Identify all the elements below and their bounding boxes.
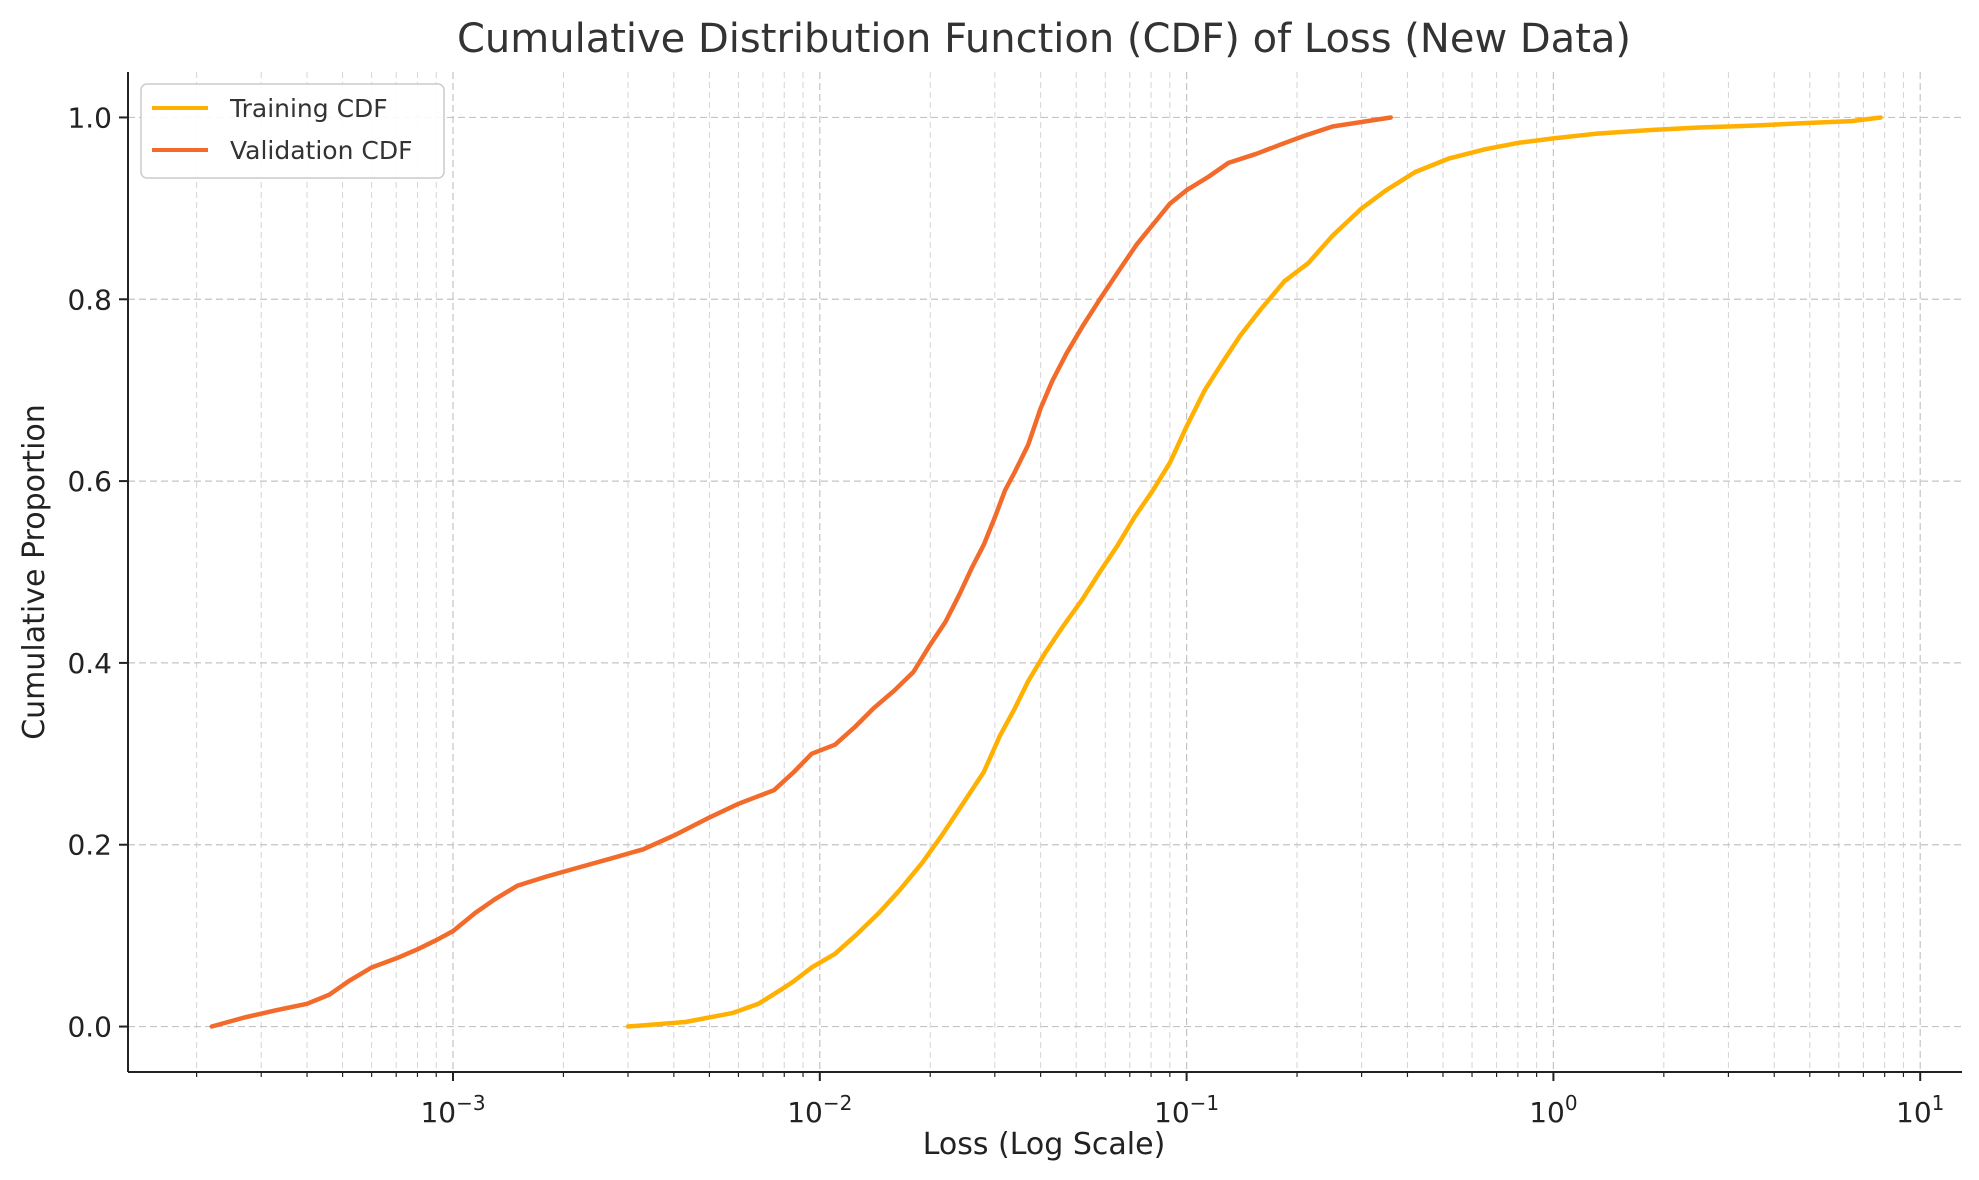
series-layer xyxy=(209,115,1883,1029)
y-tick-label: 0.2 xyxy=(67,829,112,862)
chart-title: Cumulative Distribution Function (CDF) o… xyxy=(457,16,1631,62)
x-tick-label: 10−3 xyxy=(420,1091,485,1129)
legend: Training CDF Validation CDF xyxy=(140,83,445,179)
series-line-training xyxy=(625,115,1883,1029)
x-tick-label: 10−1 xyxy=(1154,1091,1219,1129)
axes xyxy=(119,72,1962,1081)
x-tick-label: 100 xyxy=(1529,1091,1577,1129)
grid xyxy=(128,72,1962,1072)
y-tick-label: 0.4 xyxy=(67,647,112,680)
y-tick-label: 1.0 xyxy=(67,101,112,134)
y-tick-label: 0.0 xyxy=(67,1011,112,1044)
x-axis-label: Loss (Log Scale) xyxy=(923,1127,1166,1162)
legend-label-training: Training CDF xyxy=(229,94,388,123)
series-line-validation xyxy=(209,115,1393,1029)
legend-label-validation: Validation CDF xyxy=(230,136,412,165)
legend-box xyxy=(140,83,445,179)
x-tick-label: 101 xyxy=(1896,1091,1944,1129)
y-axis-label: Cumulative Proportion xyxy=(17,404,52,740)
tick-labels: 10−3 10−2 10−1 100 101 0.0 0.2 0.4 0.6 0.8 1.0 xyxy=(67,101,1944,1129)
y-tick-label: 0.8 xyxy=(67,283,112,316)
y-tick-label: 0.6 xyxy=(67,465,112,498)
x-tick-label: 10−2 xyxy=(787,1091,852,1129)
